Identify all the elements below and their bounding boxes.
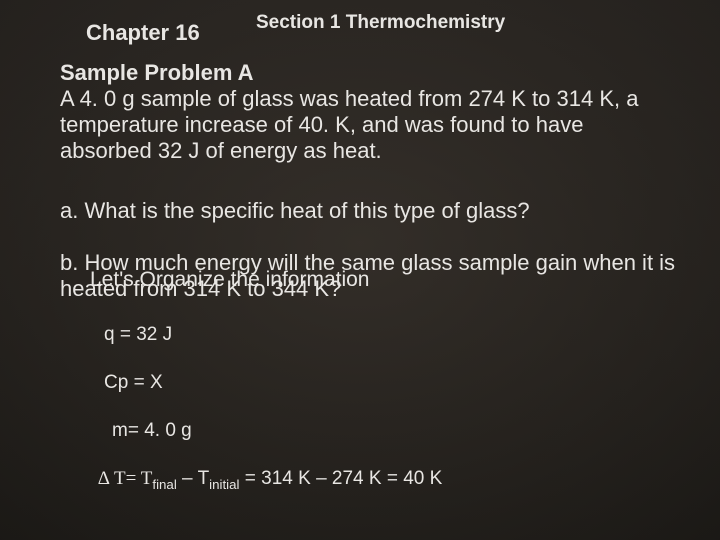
given-q: q = 32 J (104, 324, 172, 346)
question-a: a. What is the specific heat of this typ… (60, 198, 530, 224)
chapter-label: Chapter 16 (86, 20, 200, 46)
given-m: m= 4. 0 g (112, 420, 192, 442)
delta-t-mid1: – T (177, 468, 209, 489)
subscript-final: final (152, 477, 176, 492)
given-cp: Cp = X (104, 372, 163, 394)
problem-statement: A 4. 0 g sample of glass was heated from… (60, 86, 670, 164)
given-delta-t: ∆ T= Tfinal – Tinitial = 314 K – 274 K =… (98, 468, 442, 492)
delta-t-prefix: ∆ T= T (98, 468, 152, 489)
delta-t-result: = 314 K – 274 K = 40 K (239, 468, 442, 489)
subscript-initial: initial (209, 477, 239, 492)
problem-title: Sample Problem A (60, 60, 254, 86)
organize-label: Let's Organize the information (90, 268, 370, 292)
section-label: Section 1 Thermochemistry (256, 12, 505, 34)
